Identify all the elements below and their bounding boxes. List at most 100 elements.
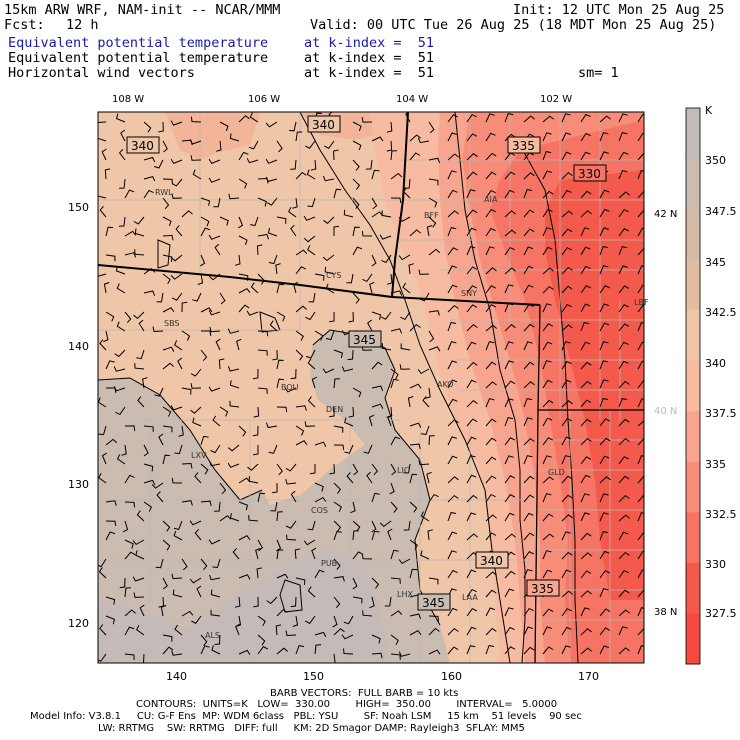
wind-barb [637, 398, 644, 408]
wind-barb [208, 386, 221, 392]
wind-barb [290, 490, 297, 503]
colorbar-tick: 335 [705, 458, 726, 471]
wind-barb [390, 328, 403, 334]
wind-barb [162, 346, 175, 352]
wind-barb [248, 140, 259, 150]
wind-barb [295, 131, 303, 142]
wind-barb [618, 437, 630, 446]
wind-barb [105, 254, 116, 262]
wind-barb [523, 303, 534, 313]
wind-barb [426, 225, 433, 237]
city-label: SBS [164, 319, 180, 328]
wind-barb [256, 567, 263, 579]
wind-barb [134, 249, 145, 256]
wind-barb [561, 266, 573, 275]
wind-barb [306, 169, 316, 180]
wind-barb [618, 531, 629, 541]
x-tick-160: 160 [441, 670, 462, 683]
wind-barb [561, 132, 571, 142]
wind-barb [361, 553, 373, 560]
wind-barb [390, 290, 403, 296]
wind-barb [352, 178, 361, 190]
wind-barb [162, 406, 172, 417]
wind-barb [408, 263, 414, 275]
wind-barb [120, 129, 126, 142]
wind-barb [428, 493, 439, 503]
wind-barb [580, 590, 592, 598]
wind-barb [366, 471, 373, 484]
wind-barb [523, 455, 533, 465]
wind-barb [276, 216, 287, 224]
wind-barb [561, 551, 573, 560]
contour-label: 345 [422, 596, 445, 610]
forecast-value: 12 h [66, 17, 99, 33]
wind-barb [227, 462, 240, 468]
wind-barb [599, 512, 609, 522]
wind-barb [466, 626, 477, 636]
wind-barb [618, 113, 628, 123]
wind-barb [637, 420, 644, 427]
wind-barb [485, 532, 497, 541]
wind-barb [142, 377, 148, 389]
wind-barb [290, 224, 297, 237]
wind-barb [276, 463, 283, 476]
wind-barb [561, 247, 572, 256]
wind-barb [637, 170, 644, 180]
wind-barb [143, 463, 154, 472]
colorbar-tick: 330 [705, 558, 726, 571]
wind-barb [618, 494, 630, 503]
wind-barb [371, 169, 380, 180]
wind-barb [352, 520, 361, 532]
wind-barb [447, 607, 458, 617]
wind-barb [322, 254, 335, 262]
wind-barb [116, 113, 126, 123]
wind-barb [143, 501, 153, 512]
wind-barb [98, 567, 107, 579]
wind-barb [485, 246, 495, 256]
wind-barb [170, 254, 183, 262]
wind-barb [523, 115, 535, 123]
wind-barb [124, 609, 136, 617]
wind-barb [122, 520, 129, 533]
wind-barb [618, 626, 628, 636]
wind-barb [428, 121, 435, 134]
wind-barb [618, 265, 628, 275]
wind-barb [227, 328, 240, 334]
wind-barb [504, 588, 515, 598]
wind-barb [124, 587, 131, 598]
wind-barb [466, 474, 477, 484]
wind-barb [523, 361, 535, 370]
wind-barb [371, 311, 382, 320]
wind-barb [466, 266, 478, 275]
wind-barb [542, 303, 552, 313]
wind-barb [190, 368, 202, 377]
wind-barb [379, 520, 392, 528]
wind-barb [190, 155, 202, 161]
county-grid [98, 112, 644, 663]
wind-barb [115, 406, 126, 416]
wind-barb [580, 227, 590, 237]
colorbar-tick: 337.5 [705, 407, 737, 420]
wind-barb [227, 444, 240, 452]
wind-barb [347, 349, 354, 361]
wind-barb [314, 496, 327, 503]
field-2-name: Equivalent potential temperature [8, 50, 269, 66]
wind-barb [561, 400, 573, 408]
wind-barb [580, 303, 591, 313]
wind-barb [409, 568, 418, 579]
wind-barb [124, 189, 135, 199]
wind-barb [561, 210, 573, 218]
valid-time: Valid: 00 UTC Tue 26 Aug 25 (18 MDT Mon … [310, 17, 717, 33]
wind-barb [115, 266, 126, 275]
wind-barb [485, 381, 497, 389]
wind-barb [307, 396, 316, 408]
wind-barb [523, 398, 533, 408]
wind-barb [447, 304, 459, 313]
wind-barb [341, 634, 354, 640]
wind-barb [103, 282, 110, 294]
wind-barb [599, 151, 609, 161]
wind-barb [171, 193, 183, 199]
wind-barb [200, 197, 211, 206]
wind-barb [637, 455, 644, 465]
wind-barb [523, 209, 535, 218]
